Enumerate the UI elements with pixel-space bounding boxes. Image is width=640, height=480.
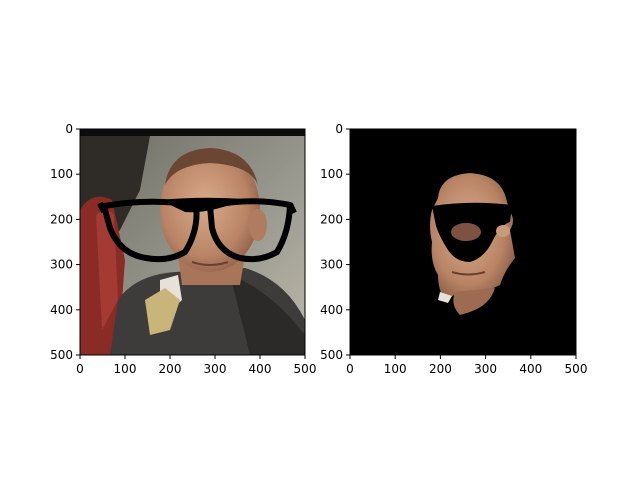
right-xtick-label: 200 (429, 362, 452, 376)
left-panel (80, 129, 305, 355)
right-xtick-label: 0 (346, 362, 354, 376)
right-ytick-label: 200 (320, 212, 343, 226)
left-xtick-label: 200 (159, 362, 182, 376)
right-ytick-label: 500 (320, 348, 343, 362)
tie (145, 288, 180, 335)
red-chair-highlight (96, 210, 118, 330)
right-ytick-label: 400 (320, 303, 343, 317)
right-xtick-label: 100 (384, 362, 407, 376)
left-ytick-label: 200 (50, 212, 73, 226)
right-ytick-label: 0 (335, 122, 343, 136)
left-xtick-label: 500 (294, 362, 317, 376)
right-xtick-label: 500 (565, 362, 588, 376)
masked-eye-right (496, 225, 510, 237)
left-ytick-label: 400 (50, 303, 73, 317)
suit-shadow (230, 275, 305, 355)
right-ytick-label: 100 (320, 167, 343, 181)
masked-neck (453, 288, 495, 315)
left-ytick-label: 500 (50, 348, 73, 362)
left-ytick-label: 0 (65, 122, 73, 136)
masked-mouth (451, 271, 486, 276)
right-ytick-label: 300 (320, 258, 343, 272)
masked-shirt (438, 292, 452, 303)
ear (249, 209, 267, 241)
left-xtick-label: 300 (204, 362, 227, 376)
right-axes-frame (349, 128, 577, 356)
left-ytick-label: 100 (50, 167, 73, 181)
right-xtick-label: 300 (474, 362, 497, 376)
masked-eye-left (451, 223, 481, 241)
left-xtick-label: 0 (76, 362, 84, 376)
left-xtick-label: 400 (249, 362, 272, 376)
left-xtick-label: 100 (114, 362, 137, 376)
left-ytick-label: 300 (50, 258, 73, 272)
hair (165, 148, 258, 185)
mouth (191, 261, 229, 266)
right-xtick-label: 400 (519, 362, 542, 376)
right-panel (350, 129, 576, 355)
left-top-strip (80, 129, 305, 136)
glasses-bridge-fill (160, 197, 245, 213)
left-axes-frame (79, 128, 306, 356)
